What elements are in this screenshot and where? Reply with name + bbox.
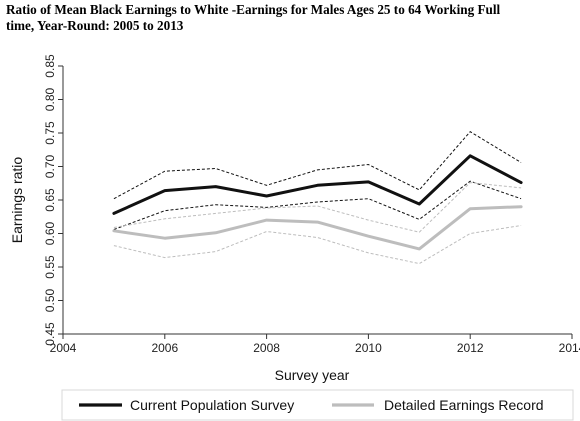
series-lines [112,154,523,251]
chart-title-line-2: time, Year-Round: 2005 to 2013 [6,18,184,33]
x-tick-label: 2008 [253,341,280,355]
legend-box [61,389,574,421]
x-tick-label: 2004 [50,341,77,355]
y-tick-label: 0.55 [43,255,57,279]
y-tick-label: 0.60 [43,221,57,245]
y-tick-label: 0.80 [43,87,57,111]
y-axis-title: Earnings ratio [9,157,25,244]
y-tick-label: 0.70 [43,154,57,178]
legend-label-detailed-earnings-record: Detailed Earnings Record [384,397,544,413]
detailed-earnings-record-ci-upper-line [113,182,522,233]
y-tick-label: 0.50 [43,288,57,312]
chart-title: Ratio of Mean Black Earnings to White -E… [6,2,576,34]
y-tick-label: 0.45 [43,322,57,346]
x-tick-label: 2006 [151,341,178,355]
current-population-survey-ci-lower-line [113,180,522,230]
confidence-interval-lines [113,131,522,265]
x-tick-label: 2012 [457,341,484,355]
legend: Current Population Survey Detailed Earni… [61,389,574,421]
y-tick-label: 0.65 [43,188,57,212]
x-tick-label: 2014 [559,341,580,355]
plot-background [63,66,572,334]
y-tick-label: 0.85 [43,54,57,78]
current-population-survey-line [112,154,523,215]
chart-title-line-1: Ratio of Mean Black Earnings to White -E… [6,2,501,17]
x-axis-title: Survey year [275,367,350,383]
axes: 0.45 0.50 0.55 0.60 0.65 0.70 0.75 0.80 0.85 2004… [43,54,580,355]
y-tick-label: 0.75 [43,121,57,145]
current-population-survey-ci-upper-line [113,131,522,200]
detailed-earnings-record-line [112,205,523,251]
x-tick-label: 2010 [355,341,382,355]
legend-label-current-population-survey: Current Population Survey [130,397,294,413]
